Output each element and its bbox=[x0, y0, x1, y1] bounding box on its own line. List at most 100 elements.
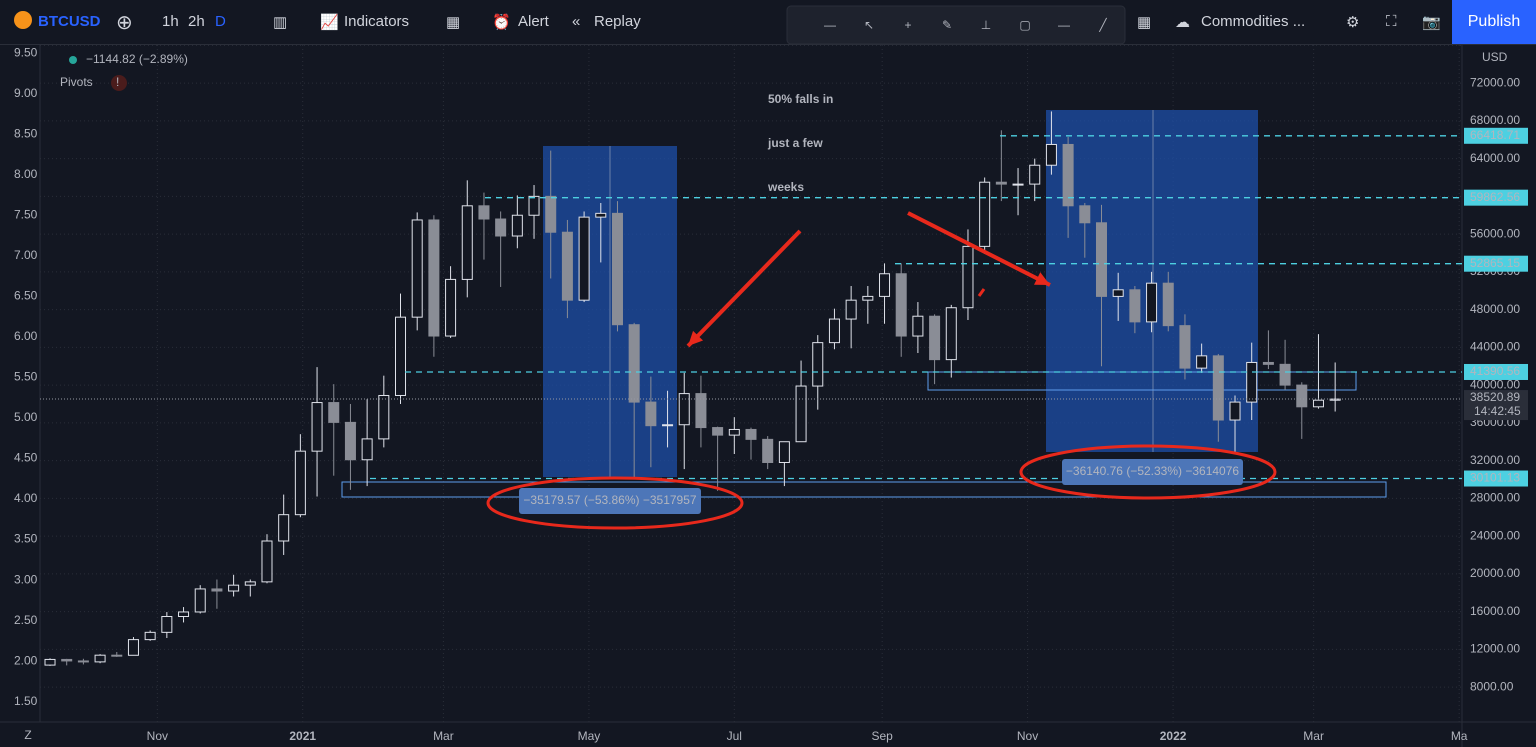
fullscreen[interactable]: ⛶ bbox=[1386, 13, 1397, 30]
draw-tool[interactable]: ✎ bbox=[942, 18, 952, 32]
candle-body bbox=[995, 181, 1007, 185]
x-tick-label: 2021 bbox=[289, 729, 316, 743]
candle-body bbox=[111, 654, 123, 657]
draw-tool[interactable]: ▢ bbox=[1019, 18, 1030, 32]
candle-body bbox=[1045, 143, 1057, 166]
level-label-bg bbox=[1464, 470, 1528, 487]
candle-body bbox=[879, 273, 891, 297]
y-tick-label: 16000.00 bbox=[1470, 604, 1520, 618]
candle-body bbox=[595, 212, 607, 218]
candle-body bbox=[645, 401, 657, 427]
candle-body bbox=[1129, 289, 1141, 323]
candle-body bbox=[895, 273, 907, 337]
draw-tool[interactable]: — bbox=[824, 18, 836, 32]
x-tick-label: Jul bbox=[727, 729, 742, 743]
level-label-bg bbox=[1464, 189, 1528, 206]
draw-tool[interactable]: ╱ bbox=[1098, 17, 1107, 32]
indicator-name: Pivots bbox=[60, 75, 93, 89]
candle-body bbox=[929, 315, 941, 361]
candle-body bbox=[461, 205, 473, 280]
annotation: just a few bbox=[767, 136, 823, 150]
symbol[interactable]: BTCUSD bbox=[38, 13, 101, 30]
snapshot[interactable]: 📷 bbox=[1422, 14, 1441, 31]
candle-body bbox=[862, 295, 874, 301]
x-tick-label: Mar bbox=[433, 729, 454, 743]
draw-tool[interactable]: — bbox=[1058, 18, 1070, 32]
y2-tick-label: 4.00 bbox=[14, 491, 38, 505]
candle-body bbox=[762, 438, 774, 463]
candle-body bbox=[578, 216, 590, 301]
y-tick-label: 72000.00 bbox=[1470, 75, 1520, 89]
candle-body bbox=[428, 219, 440, 337]
level-label: 30101.13 bbox=[1470, 471, 1520, 485]
templates[interactable]: ▦ bbox=[446, 14, 461, 31]
interval[interactable]: 2h bbox=[188, 13, 205, 30]
candle-body bbox=[211, 588, 223, 592]
chart-bg bbox=[0, 45, 1536, 747]
warning bbox=[111, 75, 127, 91]
replay-icon: « bbox=[572, 13, 581, 30]
y2-tick-label: 1.50 bbox=[14, 694, 38, 708]
grid-icon[interactable]: ▦ bbox=[1137, 14, 1152, 31]
candle-body bbox=[912, 315, 924, 337]
candle-body bbox=[545, 195, 557, 233]
candle-body bbox=[1246, 361, 1258, 403]
indicators[interactable]: Indicators bbox=[344, 13, 410, 30]
interval[interactable]: 1h bbox=[162, 13, 179, 30]
candle-body bbox=[228, 584, 240, 592]
alert[interactable]: Alert bbox=[518, 13, 549, 30]
candle-body bbox=[94, 654, 106, 663]
candle-body bbox=[244, 581, 256, 586]
replay[interactable]: Replay bbox=[594, 13, 641, 30]
measure-label: −35179.57 (−53.86%) −3517957 bbox=[523, 493, 696, 507]
annotation: 50% falls in bbox=[768, 92, 833, 106]
level-label-bg bbox=[1464, 363, 1528, 380]
y-tick-label: 28000.00 bbox=[1470, 491, 1520, 505]
level-label: 59862.56 bbox=[1470, 190, 1520, 204]
arrow-head bbox=[1034, 272, 1050, 285]
y-tick-label: 24000.00 bbox=[1470, 528, 1520, 542]
zone bbox=[341, 481, 1387, 498]
y2-tick-label: 6.50 bbox=[14, 289, 38, 303]
highlight bbox=[1019, 444, 1277, 500]
draw-tool[interactable]: ⊥ bbox=[981, 18, 991, 32]
coin-icon bbox=[14, 11, 32, 29]
candle-body bbox=[1296, 384, 1308, 408]
level-label-bg bbox=[1464, 127, 1528, 144]
y2-tick-label: 6.00 bbox=[14, 329, 38, 343]
last-price-bg bbox=[1464, 390, 1528, 421]
interval[interactable]: D bbox=[215, 13, 226, 30]
candle-body bbox=[845, 299, 857, 320]
arrow-head bbox=[688, 330, 704, 346]
candle-body bbox=[445, 278, 457, 337]
draw-tool[interactable]: ↖ bbox=[864, 18, 874, 32]
drawing-toolbar bbox=[786, 5, 1126, 45]
candle-body bbox=[1196, 355, 1208, 369]
arrow bbox=[686, 229, 802, 348]
corner-label: Z bbox=[24, 728, 31, 742]
publish-button[interactable]: Publish bbox=[1452, 0, 1536, 44]
layout[interactable]: Commodities ... bbox=[1201, 13, 1306, 30]
candle-body bbox=[178, 611, 190, 617]
candle-body bbox=[361, 438, 373, 461]
candle-body bbox=[1146, 282, 1158, 323]
x-tick-label: Nov bbox=[147, 729, 168, 743]
chart-type[interactable]: ▥ bbox=[273, 14, 288, 31]
x-tick-label: May bbox=[578, 729, 601, 743]
candle-body bbox=[311, 402, 323, 452]
candle-body bbox=[528, 195, 540, 216]
draw-tool[interactable]: + bbox=[904, 18, 911, 32]
candle-body bbox=[411, 219, 423, 318]
candle-body bbox=[828, 318, 840, 344]
warning-mark: ! bbox=[116, 75, 119, 89]
candle-body bbox=[495, 218, 507, 237]
candle-body bbox=[795, 385, 807, 443]
level-label: 66418.71 bbox=[1470, 128, 1520, 142]
settings[interactable]: ⚙ bbox=[1346, 14, 1360, 31]
candle-body bbox=[344, 421, 356, 461]
candle-body bbox=[745, 428, 757, 440]
candle-body bbox=[979, 181, 991, 247]
add-symbol[interactable]: ⊕ bbox=[116, 12, 133, 34]
candle-body bbox=[662, 424, 674, 427]
